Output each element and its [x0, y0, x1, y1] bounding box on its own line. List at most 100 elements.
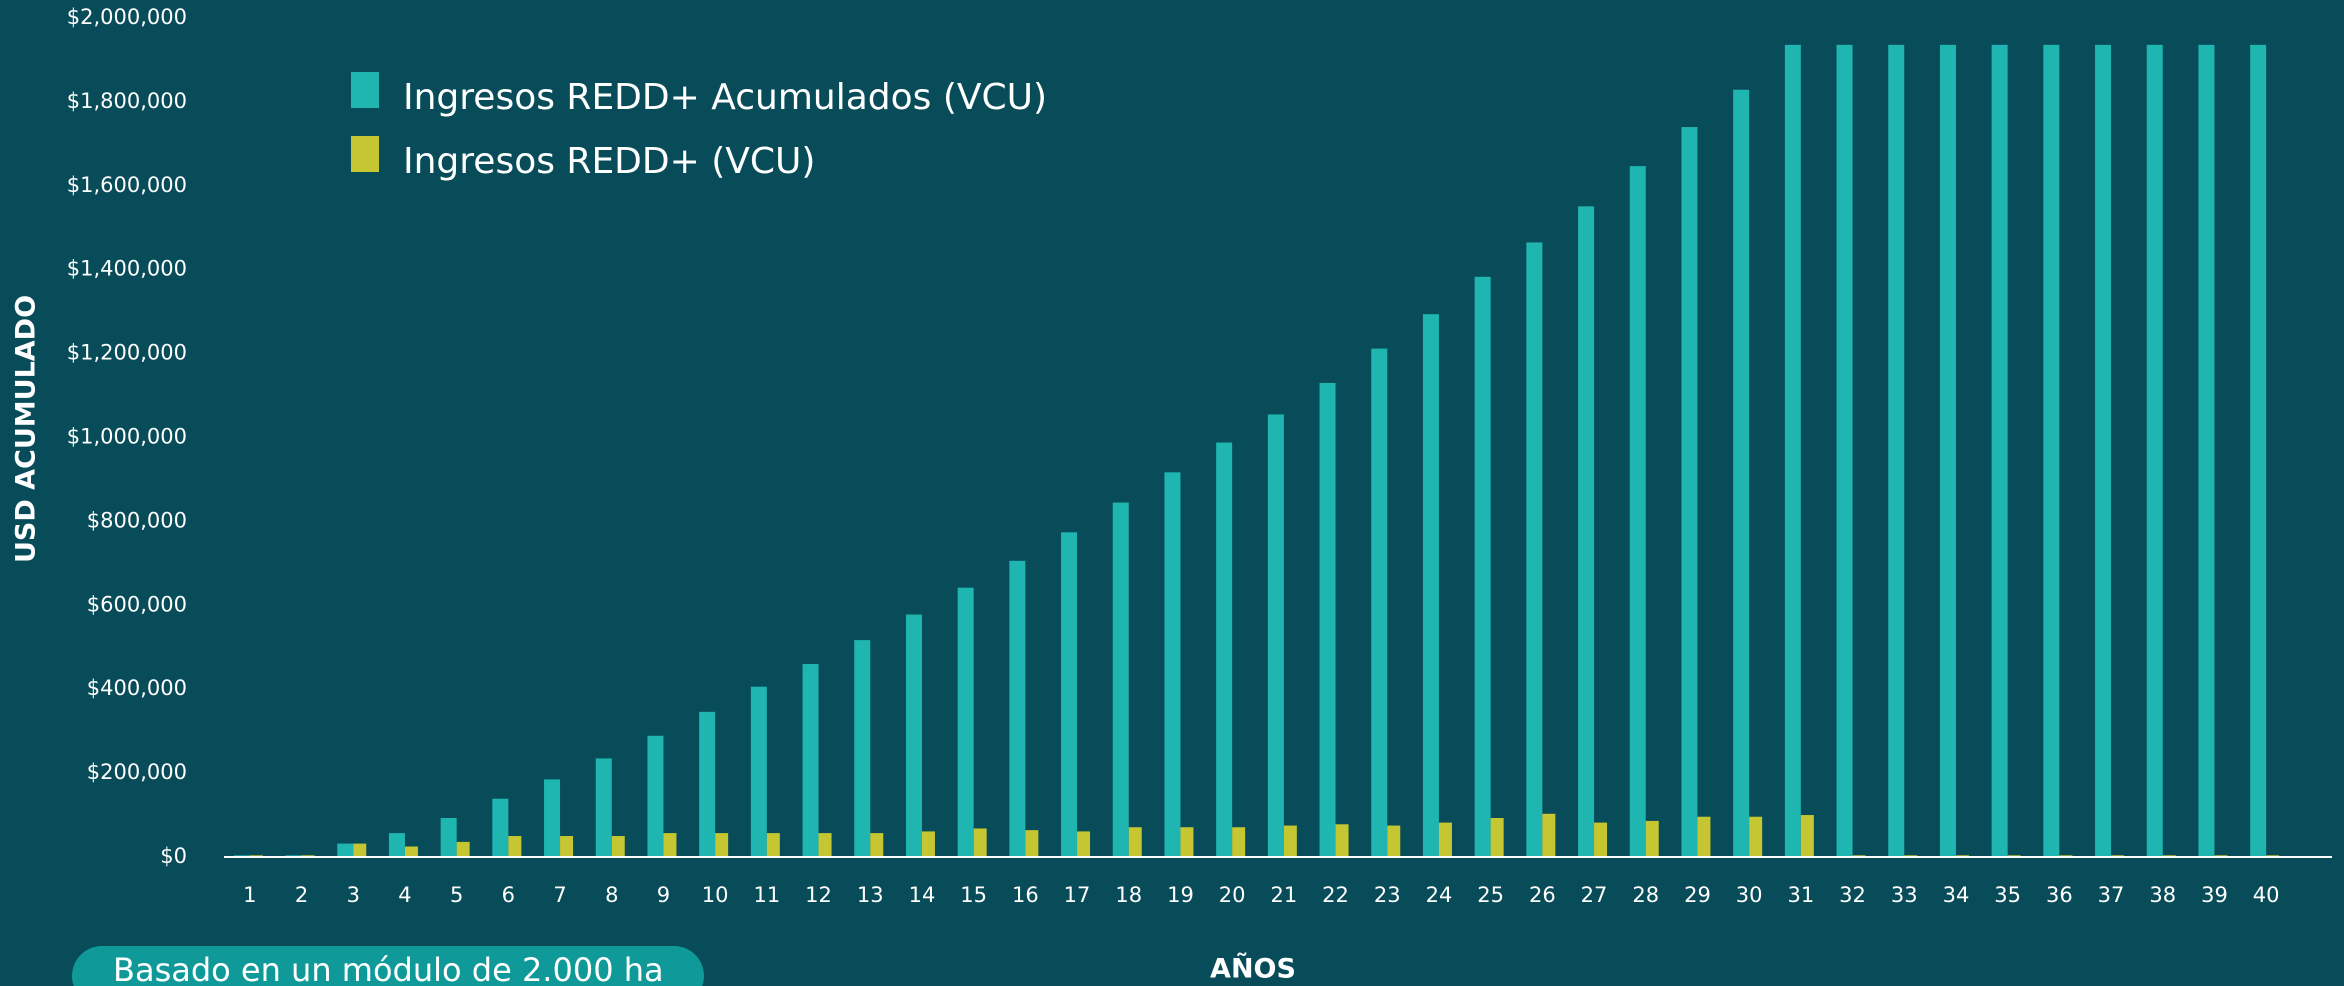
legend-label: Ingresos REDD+ (VCU): [403, 141, 815, 182]
x-tick-label: 34: [1943, 883, 1970, 907]
x-tick-label: 24: [1426, 883, 1453, 907]
note: Basado en un módulo de 2.000 ha: [113, 951, 664, 986]
bar: [1009, 560, 1026, 857]
bar: [1319, 382, 1336, 857]
x-tick-label: 35: [1994, 883, 2021, 907]
x-tick-label: 40: [2253, 883, 2280, 907]
bar: [766, 833, 780, 857]
bar: [1749, 816, 1763, 857]
y-tick-label: $2,000,000: [67, 5, 187, 29]
x-tick-label: 3: [347, 883, 360, 907]
x-tick-label: 18: [1115, 883, 1142, 907]
bar: [1991, 44, 2008, 857]
bar: [1645, 820, 1659, 857]
x-tick-label: 9: [657, 883, 670, 907]
x-tick-label: 37: [2098, 883, 2125, 907]
x-tick-label: 38: [2149, 883, 2176, 907]
bar: [1490, 817, 1504, 857]
x-tick-label: 22: [1322, 883, 1349, 907]
bar: [1629, 166, 1646, 857]
x-tick-label: 6: [502, 883, 515, 907]
bar: [1267, 414, 1284, 857]
bar: [1697, 816, 1711, 857]
bar: [2043, 44, 2060, 857]
legend-label: Ingresos REDD+ Acumulados (VCU): [403, 77, 1047, 118]
bar: [1438, 822, 1452, 857]
bar: [353, 843, 367, 857]
bar: [2250, 44, 2267, 857]
x-tick-label: 10: [702, 883, 729, 907]
x-tick-label: 14: [909, 883, 936, 907]
bar: [337, 843, 354, 857]
bar: [1784, 44, 1801, 857]
x-axis-title: AÑOS: [1210, 953, 1296, 985]
x-tick-label: 33: [1891, 883, 1918, 907]
y-tick-label: $1,800,000: [67, 89, 187, 113]
bar: [1526, 242, 1543, 857]
x-tick-label: 8: [605, 883, 618, 907]
x-tick-label: 28: [1632, 883, 1659, 907]
x-tick-label: 19: [1167, 883, 1194, 907]
bar: [1283, 825, 1297, 857]
bar: [973, 828, 987, 857]
x-tick-label: 27: [1581, 883, 1608, 907]
bar: [818, 833, 832, 857]
bar: [2095, 44, 2112, 857]
y-tick-label: $1,200,000: [67, 341, 187, 365]
y-tick-label: $1,600,000: [67, 173, 187, 197]
bar: [921, 831, 935, 857]
bar: [1594, 822, 1608, 857]
bar: [802, 664, 819, 857]
x-tick-label: 16: [1012, 883, 1039, 907]
bar: [1164, 472, 1181, 857]
x-tick-label: 21: [1270, 883, 1297, 907]
x-tick-label: 5: [450, 883, 463, 907]
bar: [508, 836, 522, 857]
bar: [1061, 532, 1078, 857]
y-axis-title: USD ACUMULADO: [11, 295, 42, 563]
bar: [1077, 831, 1091, 857]
y-tick-label: $0: [160, 844, 187, 868]
bar: [388, 833, 405, 857]
bar: [1542, 813, 1556, 857]
bar: [404, 846, 418, 857]
bar: [905, 614, 922, 857]
x-tick-label: 7: [553, 883, 566, 907]
y-tick-label: $600,000: [87, 592, 187, 616]
bar: [544, 779, 561, 857]
x-tick-label: 31: [1787, 883, 1814, 907]
bar: [560, 836, 574, 857]
x-tick-label: 2: [295, 883, 308, 907]
bar: [1681, 127, 1698, 857]
bar: [492, 798, 509, 857]
bar: [1335, 824, 1349, 857]
x-tick-label: 30: [1736, 883, 1763, 907]
bar: [2146, 44, 2163, 857]
bar: [957, 587, 974, 857]
bar: [1836, 44, 1853, 857]
y-tick-label: $800,000: [87, 508, 187, 532]
x-tick-label: 32: [1839, 883, 1866, 907]
note-pill: [72, 946, 704, 986]
x-tick-label: 36: [2046, 883, 2073, 907]
bar: [1025, 830, 1039, 857]
bar: [1474, 276, 1491, 857]
x-tick-label: 13: [857, 883, 884, 907]
x-tick-label: 1: [243, 883, 256, 907]
bar: [750, 686, 767, 857]
x-tick-label: 11: [753, 883, 780, 907]
bar: [456, 841, 470, 857]
bar: [663, 833, 677, 857]
bar: [1216, 442, 1233, 857]
bar: [611, 836, 625, 857]
bar: [647, 735, 664, 857]
y-tick-label: $1,000,000: [67, 425, 187, 449]
bar: [699, 711, 716, 857]
bar: [715, 833, 729, 857]
bar: [1578, 206, 1595, 858]
bar: [1939, 44, 1956, 857]
bar: [1232, 827, 1246, 857]
bar: [1422, 314, 1439, 857]
x-tick-label: 25: [1477, 883, 1504, 907]
